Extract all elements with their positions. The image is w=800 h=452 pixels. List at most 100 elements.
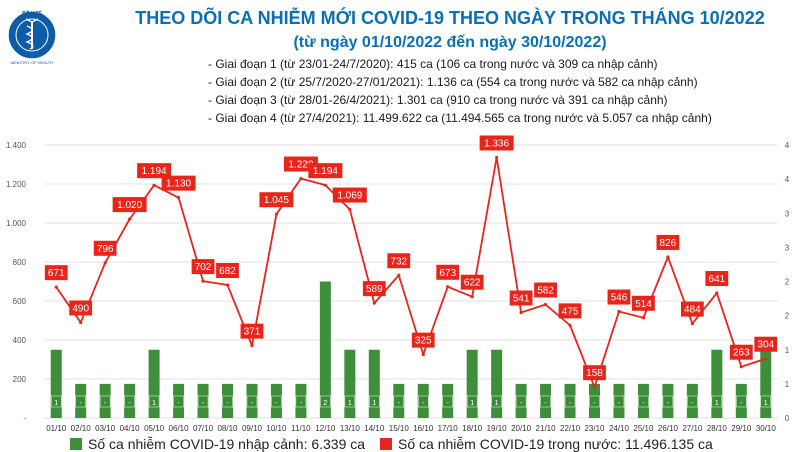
bar — [466, 349, 478, 418]
line-data-label: 1.194 — [142, 166, 167, 177]
bar-label: - — [177, 398, 180, 407]
line-point — [372, 301, 376, 305]
line-label-box — [534, 282, 557, 298]
line-data-label: 475 — [562, 306, 579, 317]
line-data-label: 589 — [366, 284, 383, 295]
bar-label-box — [711, 395, 723, 408]
line-label-box — [729, 344, 753, 360]
line-point — [470, 295, 474, 299]
line-data-label: 158 — [586, 368, 603, 379]
bar-label: 2 — [323, 398, 327, 407]
x-tick-label: 02/10 — [71, 424, 92, 433]
line-data-label: 371 — [244, 327, 261, 338]
legend-bar-label: Số ca nhiễm COVID-19 nhập cảnh: 6.339 ca — [88, 436, 366, 452]
bar — [50, 349, 62, 418]
line-point — [715, 291, 719, 295]
line-point — [323, 183, 327, 187]
x-tick-label: 09/10 — [242, 424, 263, 433]
bar-label: 1 — [372, 398, 376, 407]
line-label-box — [632, 295, 655, 311]
line-data-label: 796 — [97, 244, 114, 255]
line-point — [764, 357, 768, 361]
line-point — [543, 302, 548, 307]
phase-summary-item: - Giai đoạn 3 (từ 28/01-26/4/2021): 1.30… — [208, 93, 668, 107]
x-tick-label: 06/10 — [169, 424, 190, 433]
bar-label: - — [226, 398, 229, 407]
line-data-label: 641 — [708, 274, 725, 285]
bar-label-box — [246, 395, 258, 408]
y-left-tick-label: 200 — [13, 375, 27, 384]
bar-label: - — [251, 398, 254, 407]
line-point — [421, 353, 425, 357]
line-point — [446, 285, 450, 289]
line-data-label: 702 — [195, 262, 212, 273]
bar-label: - — [740, 398, 743, 407]
legend-line-label: Số ca nhiễm COVID-19 trong nước: 11.496.… — [398, 436, 713, 452]
x-tick-label: 17/10 — [438, 424, 459, 433]
bar-label-box — [491, 395, 502, 408]
bar-label-box — [173, 395, 184, 408]
bar-label-box — [320, 395, 331, 408]
line-point — [495, 155, 499, 160]
line-point — [54, 285, 58, 289]
bar-label-box — [369, 395, 380, 408]
line-label-box — [362, 281, 386, 297]
caduceus-icon — [25, 18, 39, 50]
y-left-tick-label: 400 — [13, 336, 27, 345]
y-right-tick-label: 2 — [785, 278, 790, 287]
line-label-box — [259, 192, 294, 208]
x-tick-label: 13/10 — [340, 424, 361, 433]
line-label-box — [112, 197, 147, 213]
x-tick-label: 08/10 — [217, 424, 238, 433]
line-label-box — [436, 264, 460, 280]
x-tick-label: 26/10 — [658, 424, 679, 433]
bar-label: - — [128, 398, 131, 407]
line-data-label: 1.045 — [264, 195, 289, 206]
y-right-tick-label: 1 — [785, 346, 790, 355]
line-point — [739, 365, 743, 369]
bar-label: 1 — [495, 398, 499, 407]
x-tick-label: 29/10 — [731, 424, 752, 433]
bar-label: - — [446, 398, 449, 407]
line-data-label: 673 — [439, 268, 456, 279]
phase-summary-item: - Giai đoạn 1 (từ 23/01-24/7/2020): 415 … — [208, 57, 658, 71]
line-data-label: 1.130 — [166, 179, 191, 190]
y-left-tick-label: 600 — [13, 297, 27, 306]
line-point — [592, 385, 597, 389]
bar-label-box — [50, 395, 62, 408]
bar-label-box — [736, 395, 747, 408]
y-left-tick-label: - — [23, 414, 26, 423]
line-point — [250, 344, 254, 348]
bar-label: - — [593, 398, 596, 407]
x-tick-label: 07/10 — [193, 424, 214, 433]
phase-summary-item: - Giai đoạn 2 (từ 25/7/2020-27/01/2021):… — [208, 75, 698, 89]
line-data-label: 1.069 — [337, 191, 362, 202]
line-point — [274, 212, 279, 216]
x-tick-label: 04/10 — [120, 424, 141, 433]
x-tick-label: 24/10 — [609, 424, 630, 433]
bar-label-box — [466, 395, 478, 408]
legend-bar-swatch — [70, 438, 82, 450]
bar — [148, 349, 160, 418]
y-right-tick-label: 1 — [785, 380, 790, 389]
bar-label-box — [638, 395, 649, 408]
bar-label-box — [540, 395, 551, 408]
line-label-box — [509, 290, 533, 306]
bar-label: - — [202, 398, 205, 407]
x-tick-label: 28/10 — [707, 424, 728, 433]
line-point — [348, 207, 352, 212]
x-tick-label: 30/10 — [756, 424, 777, 433]
line-label-box — [656, 234, 680, 250]
line-point — [201, 279, 205, 283]
bar-label-box — [271, 395, 282, 408]
bar-label: - — [398, 398, 401, 407]
legend-line-swatch — [380, 438, 392, 450]
line-data-label: 514 — [635, 299, 652, 310]
y-left-tick-label: 1.400 — [6, 141, 27, 150]
line-data-label: 1.194 — [313, 166, 338, 177]
bar-label-box — [222, 395, 233, 408]
line-data-label: 490 — [72, 303, 89, 314]
bar — [760, 349, 772, 418]
x-tick-label: 21/10 — [536, 424, 557, 433]
